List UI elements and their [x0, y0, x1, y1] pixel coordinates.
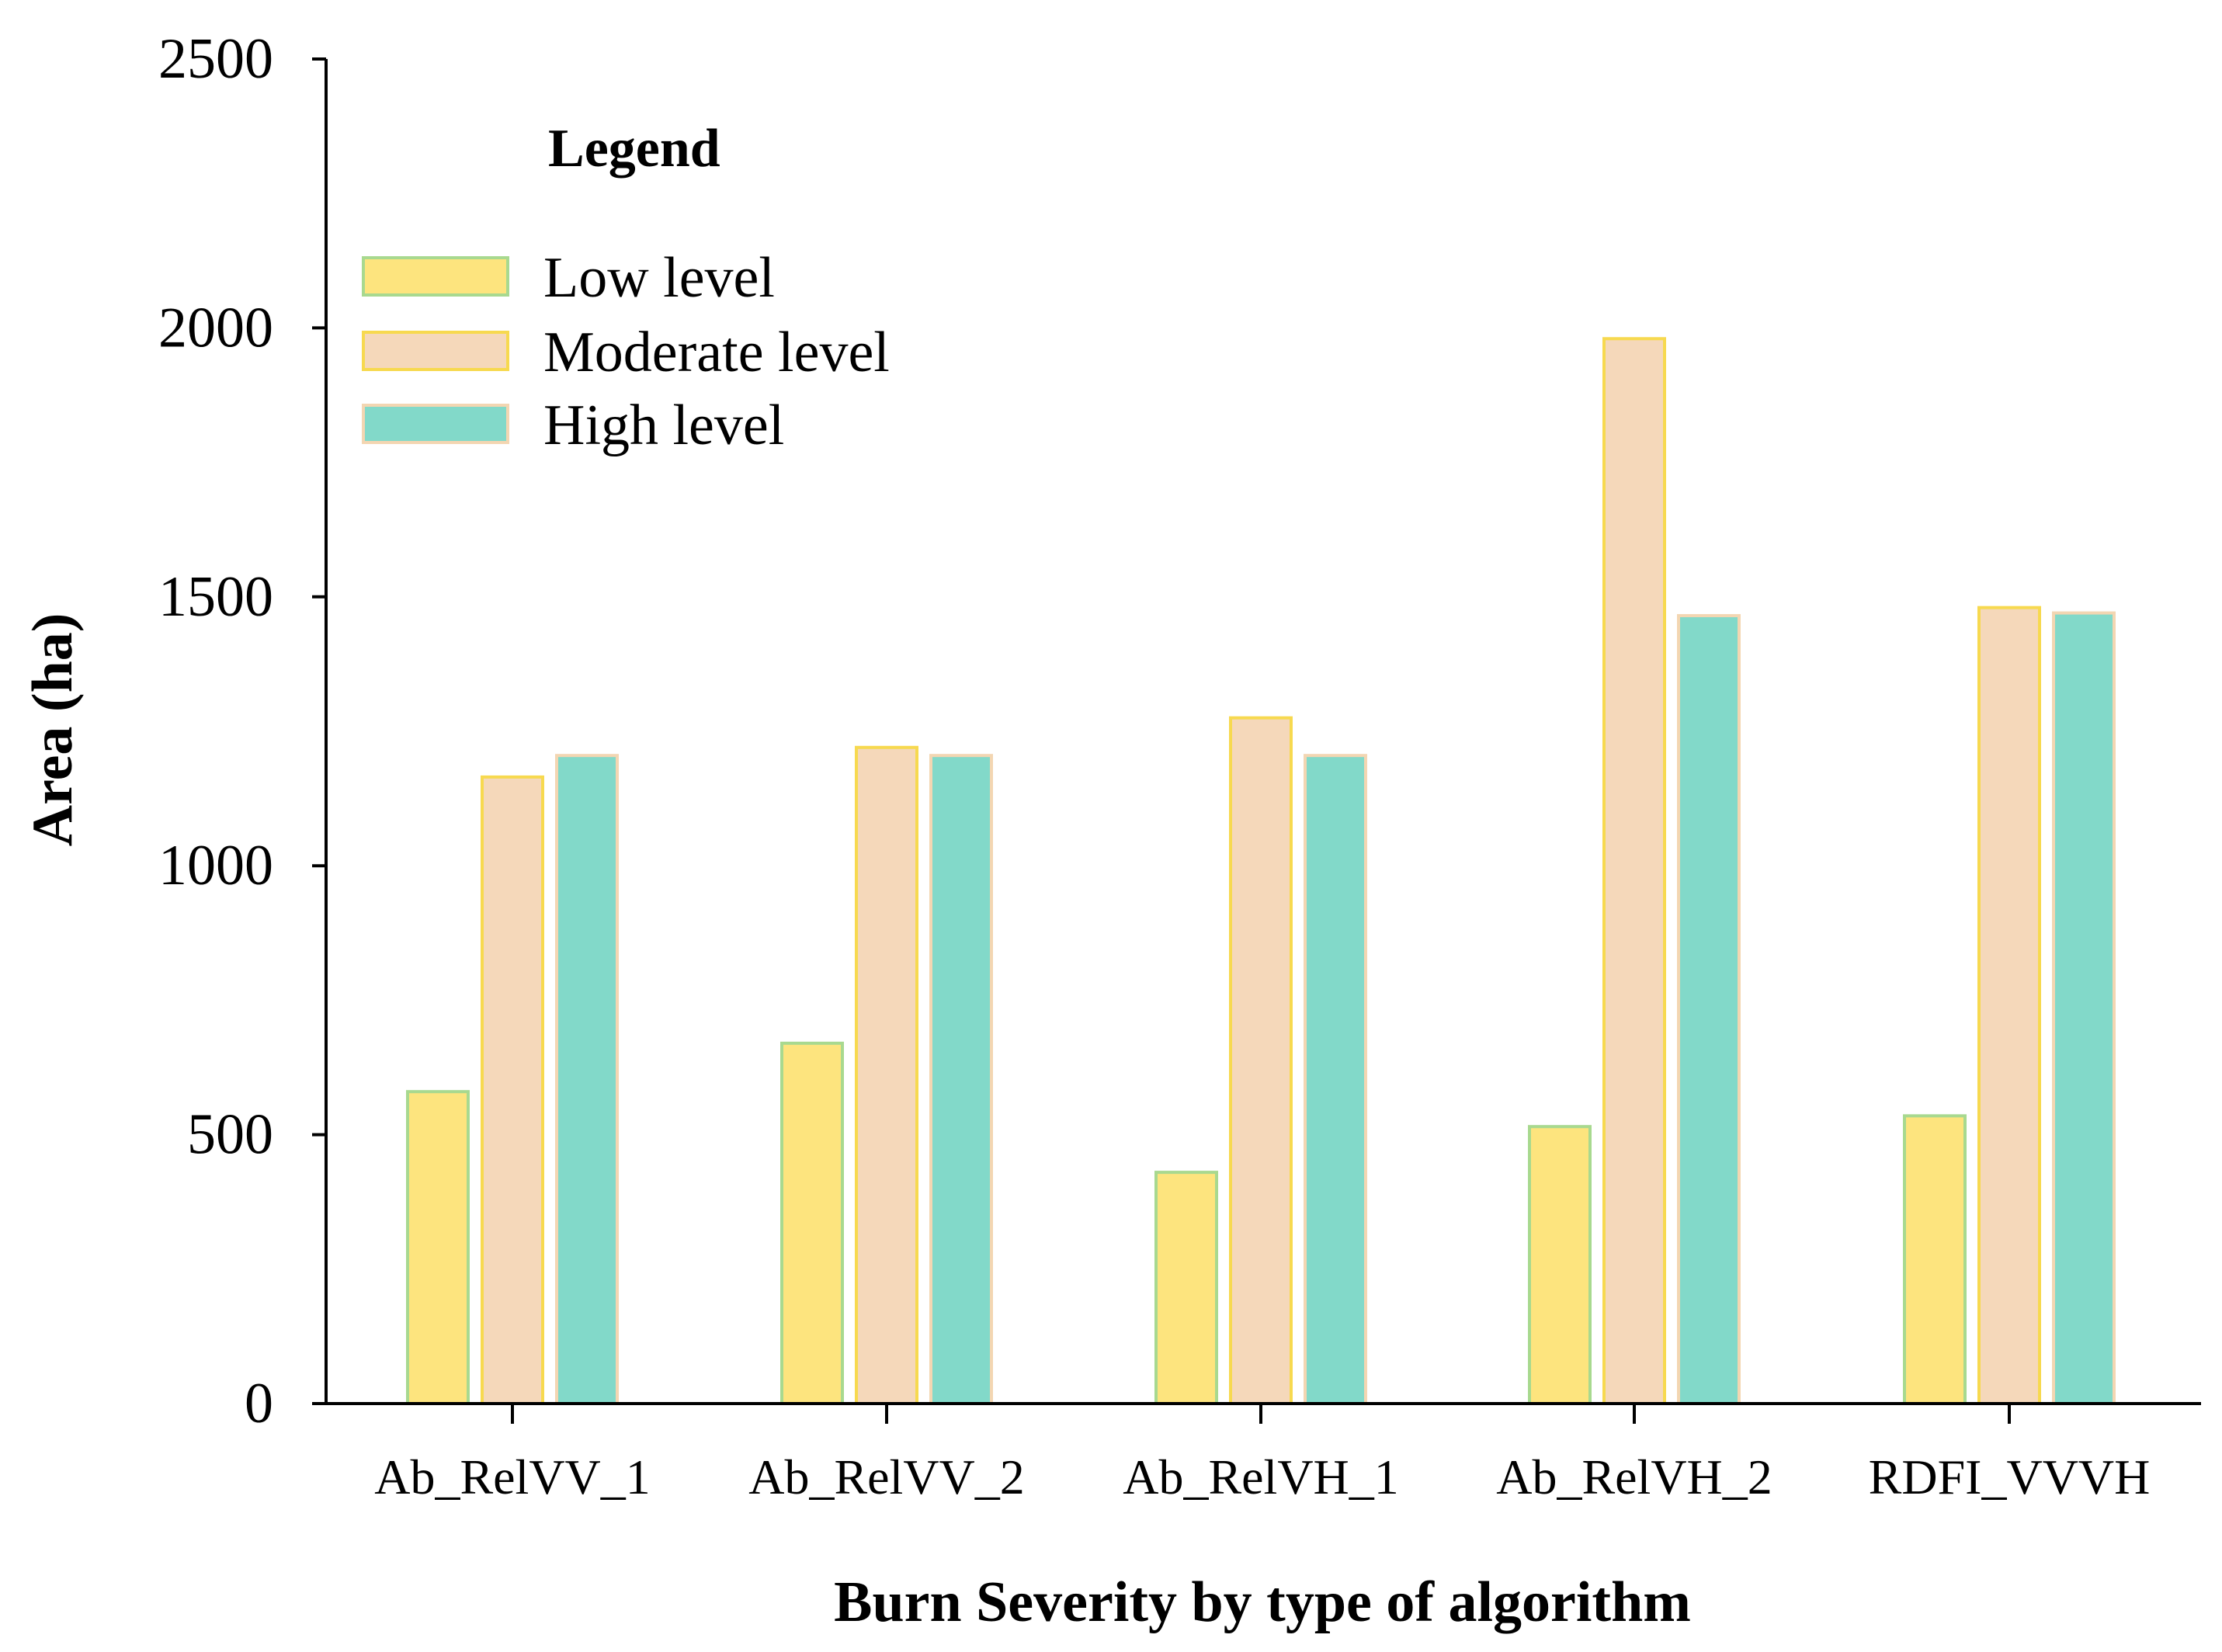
legend-title: Legend — [548, 119, 720, 179]
x-tick-label: RDFI_VVVH — [1869, 1449, 2151, 1504]
y-axis-ticks: 0 500 1000 1500 2000 2500 — [158, 27, 326, 1435]
bar-moderate-level-rdfi_vvvh — [1977, 606, 2041, 1405]
bar-high-level-ab_relvh_1 — [1304, 754, 1367, 1405]
y-tick-label: 1000 — [158, 834, 273, 897]
y-tick-label: 2500 — [158, 27, 273, 91]
legend-swatch-low-level — [362, 256, 509, 297]
bar-low-level-ab_relvv_1 — [406, 1090, 470, 1406]
legend-label: High level — [543, 394, 784, 457]
legend-label: Moderate level — [543, 321, 890, 384]
legend-swatch-moderate-level — [362, 331, 509, 371]
bar-low-level-ab_relvh_2 — [1528, 1125, 1592, 1405]
x-tick-label: Ab_RelVV_2 — [748, 1449, 1025, 1504]
bar-moderate-level-ab_relvv_2 — [855, 745, 918, 1405]
y-tick-label: 2000 — [158, 296, 273, 359]
bar-high-level-ab_relvv_1 — [555, 754, 619, 1405]
bar-low-level-ab_relvv_2 — [780, 1041, 844, 1405]
bar-high-level-ab_relvv_2 — [929, 754, 993, 1405]
bars — [406, 337, 2116, 1406]
bar-low-level-ab_relvh_1 — [1154, 1171, 1218, 1405]
bar-low-level-rdfi_vvvh — [1903, 1114, 1967, 1406]
legend-label: Low level — [543, 246, 775, 310]
x-tick-label: Ab_RelVH_1 — [1123, 1449, 1399, 1504]
x-axis-ticks: Ab_RelVV_1 Ab_RelVV_2 Ab_RelVH_1 Ab_RelVH_2… — [374, 1404, 2150, 1504]
x-tick-label: Ab_RelVH_2 — [1496, 1449, 1772, 1504]
x-axis-title: Burn Severity by type of algorithm — [834, 1570, 1691, 1634]
bar-high-level-ab_relvh_2 — [1677, 614, 1741, 1405]
bar-moderate-level-ab_relvh_2 — [1602, 337, 1666, 1406]
bar-moderate-level-ab_relvh_1 — [1229, 716, 1293, 1405]
bar-moderate-level-ab_relvv_1 — [481, 775, 544, 1405]
bar-high-level-rdfi_vvvh — [2052, 611, 2116, 1405]
y-tick-label: 500 — [187, 1103, 273, 1167]
x-tick-label: Ab_RelVV_1 — [374, 1449, 651, 1504]
y-axis-title: Area (ha) — [21, 613, 85, 847]
legend-swatch-high-level — [362, 404, 509, 444]
y-tick-label: 0 — [245, 1372, 273, 1435]
y-tick-label: 1500 — [158, 565, 273, 629]
legend: Legend Low level Moderate level High level — [362, 119, 890, 457]
